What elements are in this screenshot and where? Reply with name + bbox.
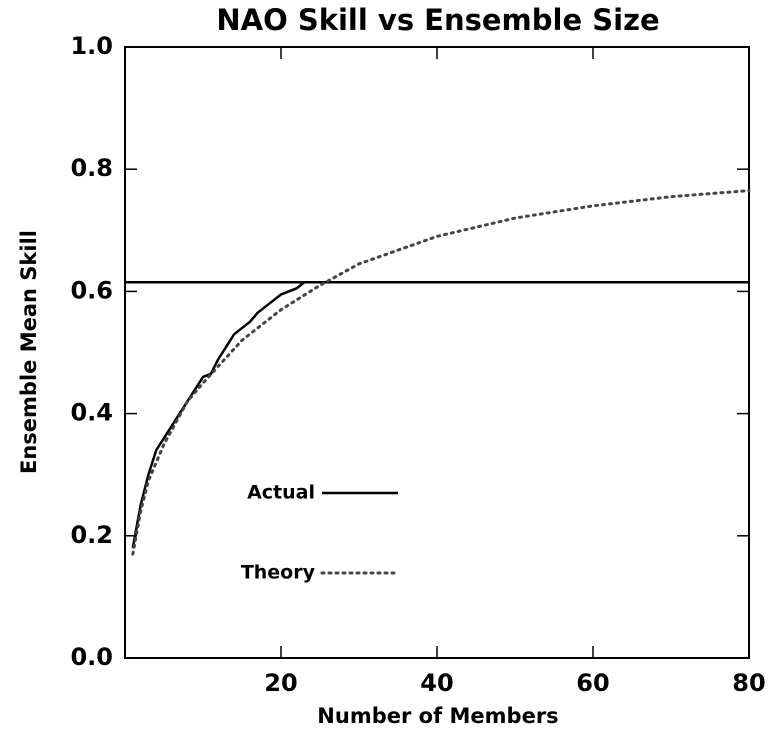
series-line [131,280,313,549]
y-tick-label: 0.0 [70,643,113,671]
y-tick-label: 0.2 [70,521,113,549]
plot-frame [124,46,750,659]
x-tick-label: 60 [576,669,609,697]
chart-title: NAO Skill vs Ensemble Size [216,3,659,37]
y-axis-label: Ensemble Mean Skill [17,230,41,474]
y-tick-label: 0.8 [70,154,113,182]
y-tick-label: 0.6 [70,276,113,304]
series-line [131,189,751,556]
legend-label: Actual [247,482,315,504]
x-tick-label: 20 [264,669,297,697]
y-tick-label: 1.0 [70,32,113,60]
y-tick-label: 0.4 [70,399,113,427]
x-tick-label: 80 [732,669,765,697]
legend-label: Theory [241,562,316,584]
x-axis-label: Number of Members [317,704,558,728]
x-tick-label: 40 [420,669,453,697]
